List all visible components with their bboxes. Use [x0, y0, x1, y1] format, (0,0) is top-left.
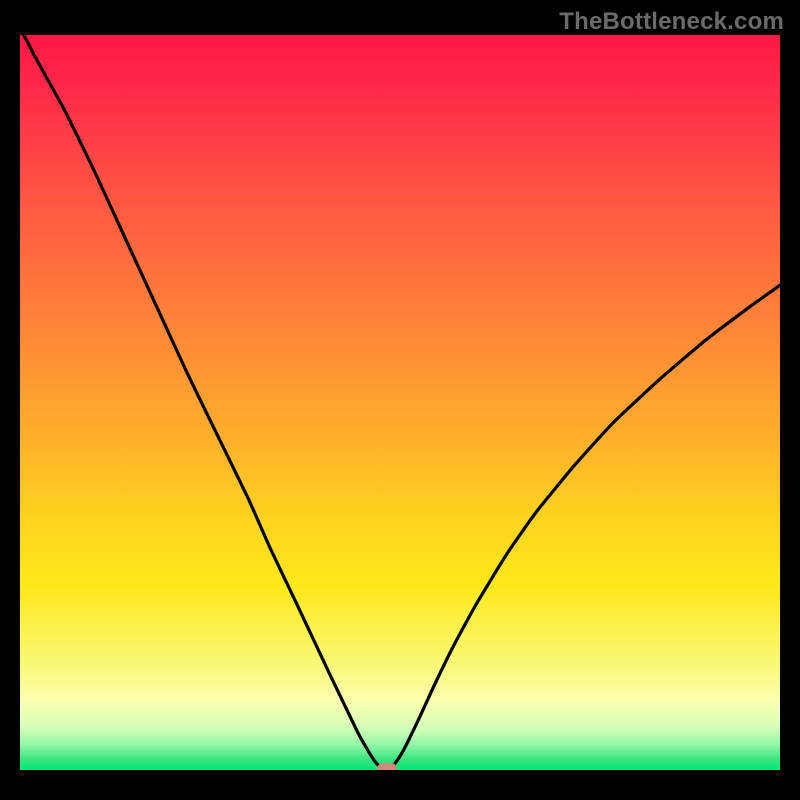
gradient-background — [20, 35, 780, 770]
chart-container: TheBottleneck.com — [0, 0, 800, 800]
watermark-text: TheBottleneck.com — [559, 8, 784, 36]
bottleneck-chart — [0, 0, 800, 800]
